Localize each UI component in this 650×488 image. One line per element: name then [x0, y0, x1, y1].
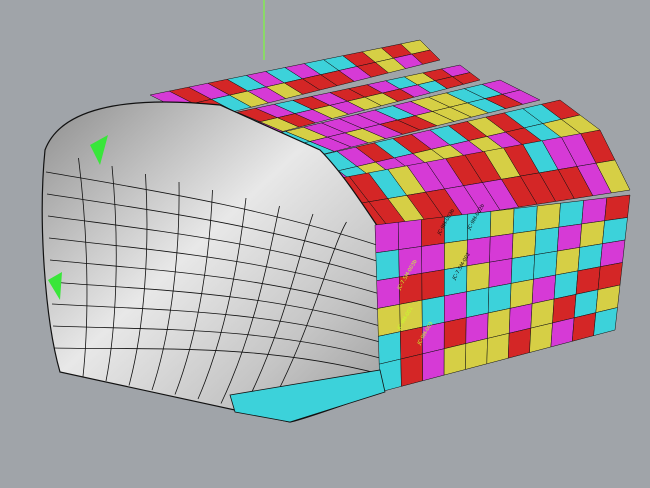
roof-panel — [595, 159, 631, 194]
shell-grid — [45, 157, 381, 413]
facade-panel — [489, 208, 515, 238]
shell-grid-line — [47, 215, 381, 279]
shell-grid-line — [197, 197, 247, 400]
facade-panel — [397, 219, 422, 250]
facade-panel — [378, 331, 402, 365]
facade-panel — [488, 258, 513, 288]
facade-panel — [489, 233, 514, 263]
shell-grid-line — [174, 189, 213, 395]
facade-panel — [465, 287, 490, 318]
facade-panel — [510, 254, 535, 284]
bottom-strip — [229, 369, 386, 423]
shell-grid-line — [45, 171, 381, 247]
shell-grid-line — [151, 181, 180, 391]
shell-grid-line — [53, 347, 381, 375]
facade-panel — [512, 205, 538, 234]
facade-panel — [604, 194, 631, 222]
facade-panel — [486, 332, 510, 365]
roof-panel — [411, 49, 441, 65]
facade-panel — [581, 197, 608, 225]
facade-panel — [421, 295, 445, 328]
facade-panel — [555, 247, 581, 276]
roof-panel — [451, 72, 481, 85]
facade-panel — [443, 291, 467, 323]
shell-grid-line — [78, 157, 88, 377]
facade-panel — [511, 230, 537, 259]
shell-grid-line — [50, 281, 381, 327]
shell-grid-line — [128, 173, 148, 386]
facade-panel — [377, 304, 401, 337]
shell-grid-line — [52, 325, 381, 359]
shell-grid-line — [46, 193, 381, 263]
green-edge-highlight — [48, 135, 108, 300]
facade-panel — [557, 223, 583, 252]
facade-panel — [421, 242, 445, 274]
facade-panel — [602, 217, 628, 244]
facade-panel — [421, 269, 445, 301]
facade-panel — [465, 338, 488, 370]
facade-panel — [558, 200, 584, 228]
facade-panel — [529, 322, 553, 353]
facade-panel — [535, 202, 561, 231]
facade-panel — [466, 261, 490, 293]
panel-facade — [374, 194, 631, 393]
facade-panel — [507, 327, 532, 359]
facade-panel — [443, 343, 467, 376]
shell-grid-line — [243, 213, 314, 409]
facade-panel — [533, 250, 558, 280]
facade-panel — [400, 353, 423, 387]
facade-panel — [579, 220, 605, 248]
shell-grid-line — [49, 259, 381, 311]
facade-panel — [534, 226, 560, 256]
facade-panel — [593, 307, 618, 336]
facade-panel — [376, 276, 401, 309]
facade-panel — [466, 236, 491, 267]
facade-panel — [374, 221, 399, 254]
shell-grid-line — [51, 303, 381, 343]
shell-grid-line — [266, 221, 347, 413]
facade-panel — [422, 348, 445, 382]
facade-panel — [375, 249, 400, 281]
facade-panel — [487, 283, 512, 314]
roof-panel — [501, 89, 541, 105]
shell-grid-line — [220, 205, 280, 404]
shell-grid-line — [105, 165, 117, 382]
